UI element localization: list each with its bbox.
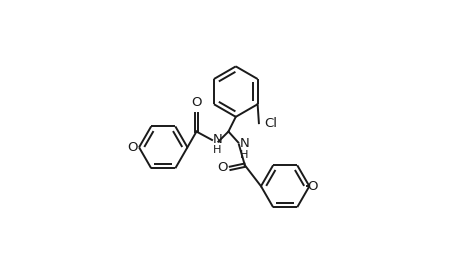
Text: O: O	[127, 141, 138, 154]
Text: Cl: Cl	[264, 117, 277, 130]
Text: H: H	[213, 145, 222, 155]
Text: N: N	[213, 133, 223, 146]
Text: O: O	[191, 96, 202, 109]
Text: O: O	[217, 161, 228, 174]
Text: H: H	[240, 150, 248, 160]
Text: O: O	[308, 180, 318, 193]
Text: N: N	[240, 138, 249, 150]
